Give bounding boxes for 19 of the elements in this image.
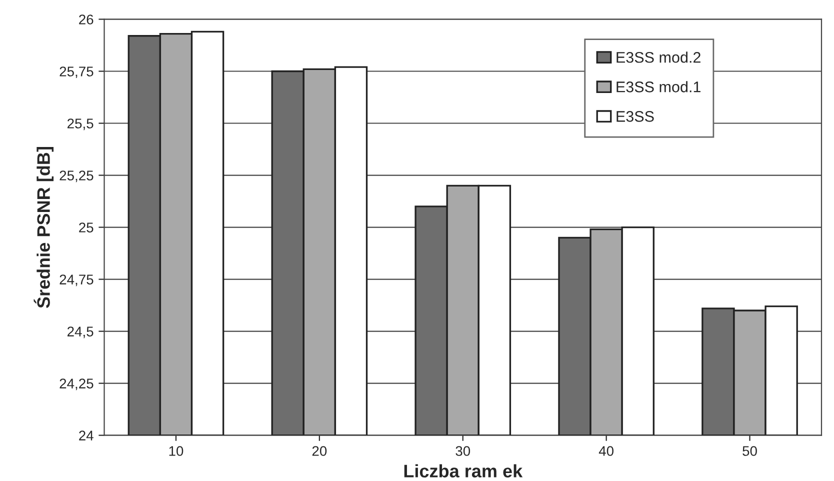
y-tick-label: 25,25	[60, 170, 94, 182]
y-tick-label: 24	[79, 430, 94, 440]
x-axis-title: Liczba ram ek	[404, 464, 523, 478]
y-tick-label: 24,25	[60, 378, 94, 390]
legend-label: E3SS mod.2	[616, 52, 700, 63]
legend-label: E3SS	[616, 111, 654, 122]
x-tick-label: 20	[312, 446, 327, 456]
x-tick-label: 10	[169, 446, 184, 456]
y-tick-label: 25	[79, 222, 94, 232]
x-tick-label: 40	[598, 446, 614, 456]
y-axis-title: Średnie PSNR [dB]	[34, 147, 54, 308]
y-tick-label: 24,5	[68, 326, 94, 338]
y-tick-label: 25,75	[60, 66, 94, 78]
y-tick-label: 26	[79, 14, 94, 24]
y-tick-label: 24,75	[60, 274, 94, 286]
x-tick-label: 30	[456, 446, 470, 456]
y-tick-label: 25,5	[68, 118, 94, 130]
legend-label: E3SS mod.1	[616, 81, 700, 92]
x-tick-label: 50	[742, 446, 757, 456]
